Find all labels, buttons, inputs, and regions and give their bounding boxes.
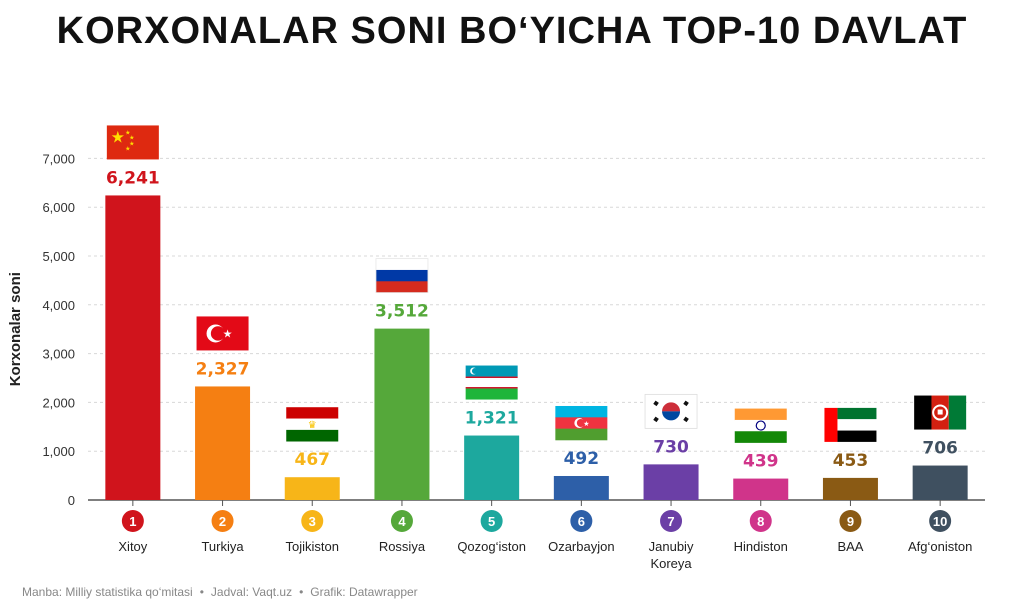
bar (195, 386, 251, 500)
data-label: 6,241 (106, 168, 160, 188)
svg-text:★: ★ (125, 145, 130, 152)
table-credit: Jadval: Vaqt.uz (210, 585, 293, 599)
rank-badge (390, 510, 413, 532)
svg-text:★: ★ (129, 134, 134, 141)
y-tick-label: 5,000 (42, 249, 75, 264)
y-axis-title: Korxonalar soni (7, 272, 24, 386)
rank-badge (929, 510, 952, 532)
tajikistan-flag: ♛ (286, 407, 339, 442)
bar (822, 477, 878, 500)
x-tick-label: Turkiya (201, 539, 244, 554)
rank-number: 1 (129, 514, 136, 529)
rank-badge (211, 510, 234, 532)
rank-badge (660, 510, 683, 532)
y-tick-label: 6,000 (42, 200, 75, 215)
bar (464, 435, 520, 500)
china-flag: ★ ★★★★ (106, 125, 159, 160)
data-label: 1,321 (465, 409, 519, 429)
y-tick-label: 2,000 (42, 395, 75, 410)
y-tick-label: 1,000 (42, 444, 75, 459)
rank-number: 2 (219, 514, 226, 529)
rank-number: 6 (578, 514, 585, 529)
kazakhstan-uzbek-flag (465, 365, 518, 400)
rank-number: 4 (398, 514, 406, 529)
graphic-credit: Grafik: Datawrapper (310, 585, 418, 599)
data-label: 439 (743, 452, 779, 472)
x-tick-label: Xitoy (118, 539, 147, 554)
y-tick-label: 0 (68, 493, 75, 508)
chart-title: KORXONALAR SONI BO‘YICHA TOP-10 DAVLAT (56, 10, 968, 52)
south-korea-flag (644, 393, 698, 429)
data-label: 2,327 (196, 359, 250, 379)
rank-number: 9 (847, 514, 854, 529)
azerbaijan-flag: ★ (555, 405, 608, 441)
rank-badge (839, 510, 862, 532)
data-label: 467 (295, 450, 331, 470)
bar (553, 475, 609, 500)
x-tick-label: Tojikiston (286, 539, 339, 554)
bar (374, 328, 430, 500)
rank-number: 8 (757, 514, 764, 529)
y-tick-label: 7,000 (42, 151, 75, 166)
x-tick-label: Hindiston (734, 539, 788, 554)
rank-badge (301, 510, 324, 532)
uae-flag (824, 407, 877, 442)
russia-flag (375, 258, 429, 294)
rank-badge (749, 510, 772, 532)
data-label: 706 (922, 439, 958, 459)
x-tick-label: Afg‘oniston (908, 539, 972, 554)
bar (105, 195, 161, 500)
data-label: 730 (653, 437, 689, 457)
data-label: 453 (833, 451, 869, 471)
x-tick-label: Koreya (650, 556, 692, 571)
rank-number: 10 (933, 514, 947, 529)
bar (284, 477, 340, 500)
bar (912, 465, 968, 500)
rank-badge (480, 510, 503, 532)
afghanistan-flag (914, 395, 967, 430)
svg-text:★: ★ (583, 420, 589, 428)
rank-badge (121, 510, 144, 532)
turkey-flag: ★ (196, 316, 249, 351)
y-tick-label: 4,000 (42, 298, 75, 313)
x-tick-label: Qozog‘iston (457, 539, 526, 554)
rank-number: 5 (488, 514, 495, 529)
bar (643, 464, 699, 500)
y-tick-label: 3,000 (42, 347, 75, 362)
source-note: Manba: Milliy statistika qo‘mitasi (22, 585, 193, 599)
rank-number: 3 (309, 514, 316, 529)
data-label: 3,512 (375, 302, 429, 322)
x-tick-label: Ozarbayjon (548, 539, 614, 554)
x-tick-label: Janubiy (649, 539, 694, 554)
svg-text:♛: ♛ (308, 420, 317, 431)
svg-text:★: ★ (129, 140, 134, 147)
x-tick-label: Rossiya (379, 539, 426, 554)
data-label: 492 (564, 449, 600, 469)
svg-text:★: ★ (223, 327, 233, 340)
india-flag (734, 408, 787, 443)
x-tick-label: BAA (837, 539, 863, 554)
rank-number: 7 (667, 514, 674, 529)
bar (733, 478, 789, 500)
svg-text:★: ★ (111, 127, 125, 146)
svg-text:★: ★ (125, 129, 130, 136)
footer: Manba: Milliy statistika qo‘mitasi • Jadva… (22, 585, 418, 599)
rank-badge (570, 510, 593, 532)
